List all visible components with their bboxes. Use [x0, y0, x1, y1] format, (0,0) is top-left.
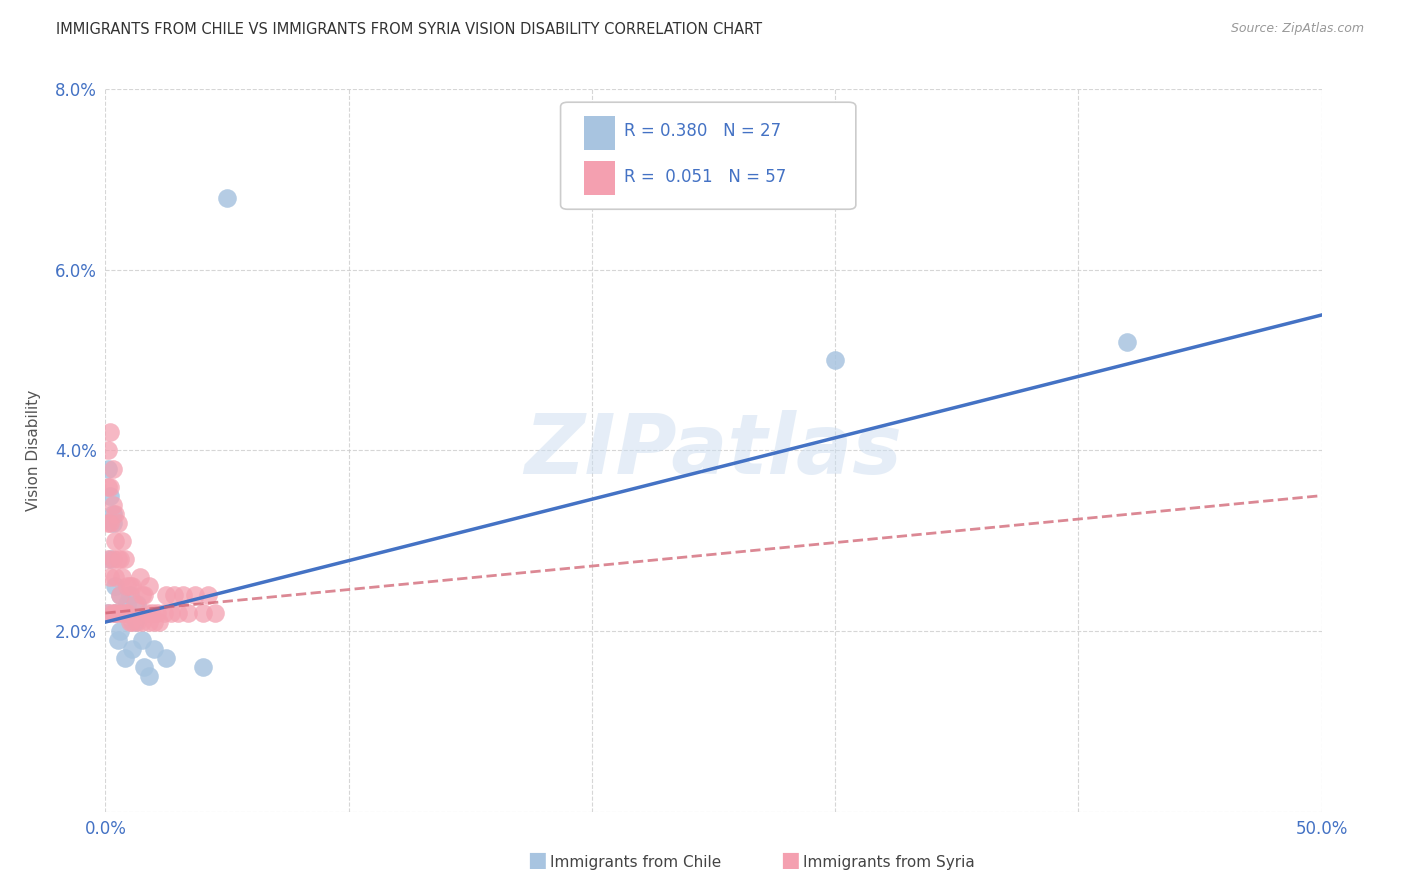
Point [162, 588, 184, 602]
Point [98, 480, 121, 494]
Point [125, 597, 148, 611]
Point [107, 606, 129, 620]
Point [177, 606, 200, 620]
Point [98, 489, 121, 503]
Point [143, 615, 166, 629]
Point [138, 669, 160, 683]
Point [101, 551, 124, 566]
Point [155, 651, 177, 665]
Point [121, 642, 143, 657]
Point [128, 570, 150, 584]
Point [108, 551, 131, 566]
Point [111, 606, 134, 620]
Text: ZIPatlas: ZIPatlas [524, 410, 903, 491]
Text: Source: ZipAtlas.com: Source: ZipAtlas.com [1230, 22, 1364, 36]
Point [131, 615, 153, 629]
Point [111, 570, 134, 584]
Point [148, 615, 170, 629]
Point [97, 551, 120, 566]
Point [124, 597, 146, 611]
Point [107, 633, 129, 648]
Point [101, 498, 124, 512]
Text: ■: ■ [780, 850, 800, 870]
Point [104, 606, 127, 620]
Point [97, 461, 120, 475]
Point [117, 597, 139, 611]
Point [138, 579, 160, 593]
Text: ■: ■ [527, 850, 547, 870]
Point [97, 606, 120, 620]
Point [134, 588, 156, 602]
Point [104, 579, 127, 593]
Point [97, 606, 120, 620]
Point [204, 606, 226, 620]
Point [153, 606, 176, 620]
Point [111, 606, 134, 620]
Point [121, 579, 143, 593]
Point [101, 461, 124, 475]
Point [160, 606, 183, 620]
Point [118, 615, 141, 629]
Point [107, 551, 129, 566]
Point [114, 606, 136, 620]
Point [172, 588, 194, 602]
Point [114, 651, 136, 665]
Point [138, 615, 160, 629]
Point [97, 443, 120, 458]
Point [98, 425, 121, 440]
Point [824, 353, 846, 368]
Point [101, 516, 124, 530]
Y-axis label: Vision Disability: Vision Disability [27, 390, 41, 511]
Point [184, 588, 207, 602]
Point [98, 551, 121, 566]
Point [131, 633, 153, 648]
Point [118, 579, 141, 593]
Point [97, 480, 120, 494]
Point [131, 588, 153, 602]
Point [117, 579, 139, 593]
Point [155, 588, 177, 602]
Point [141, 606, 163, 620]
Point [134, 660, 156, 674]
Point [108, 624, 131, 639]
Point [197, 588, 219, 602]
Point [124, 615, 146, 629]
Point [121, 615, 143, 629]
Point [167, 606, 190, 620]
Point [98, 570, 121, 584]
Point [97, 516, 120, 530]
Text: Immigrants from Chile: Immigrants from Chile [550, 855, 721, 870]
Point [114, 551, 136, 566]
Point [101, 507, 124, 521]
Text: IMMIGRANTS FROM CHILE VS IMMIGRANTS FROM SYRIA VISION DISABILITY CORRELATION CHA: IMMIGRANTS FROM CHILE VS IMMIGRANTS FROM… [56, 22, 762, 37]
Point [104, 606, 127, 620]
Point [104, 570, 127, 584]
Point [101, 606, 124, 620]
Point [104, 507, 127, 521]
Point [135, 606, 157, 620]
Text: R = 0.380   N = 27: R = 0.380 N = 27 [624, 122, 780, 140]
Point [143, 642, 166, 657]
Point [104, 533, 127, 548]
Point [145, 606, 167, 620]
Point [191, 606, 214, 620]
Point [107, 516, 129, 530]
Point [191, 660, 214, 674]
Point [111, 533, 134, 548]
Text: R =  0.051   N = 57: R = 0.051 N = 57 [624, 169, 786, 186]
Point [118, 588, 141, 602]
Point [217, 190, 239, 204]
Point [125, 615, 148, 629]
Point [98, 516, 121, 530]
Point [1116, 334, 1139, 349]
Point [117, 606, 139, 620]
Text: Immigrants from Syria: Immigrants from Syria [803, 855, 974, 870]
Point [108, 588, 131, 602]
Point [108, 588, 131, 602]
